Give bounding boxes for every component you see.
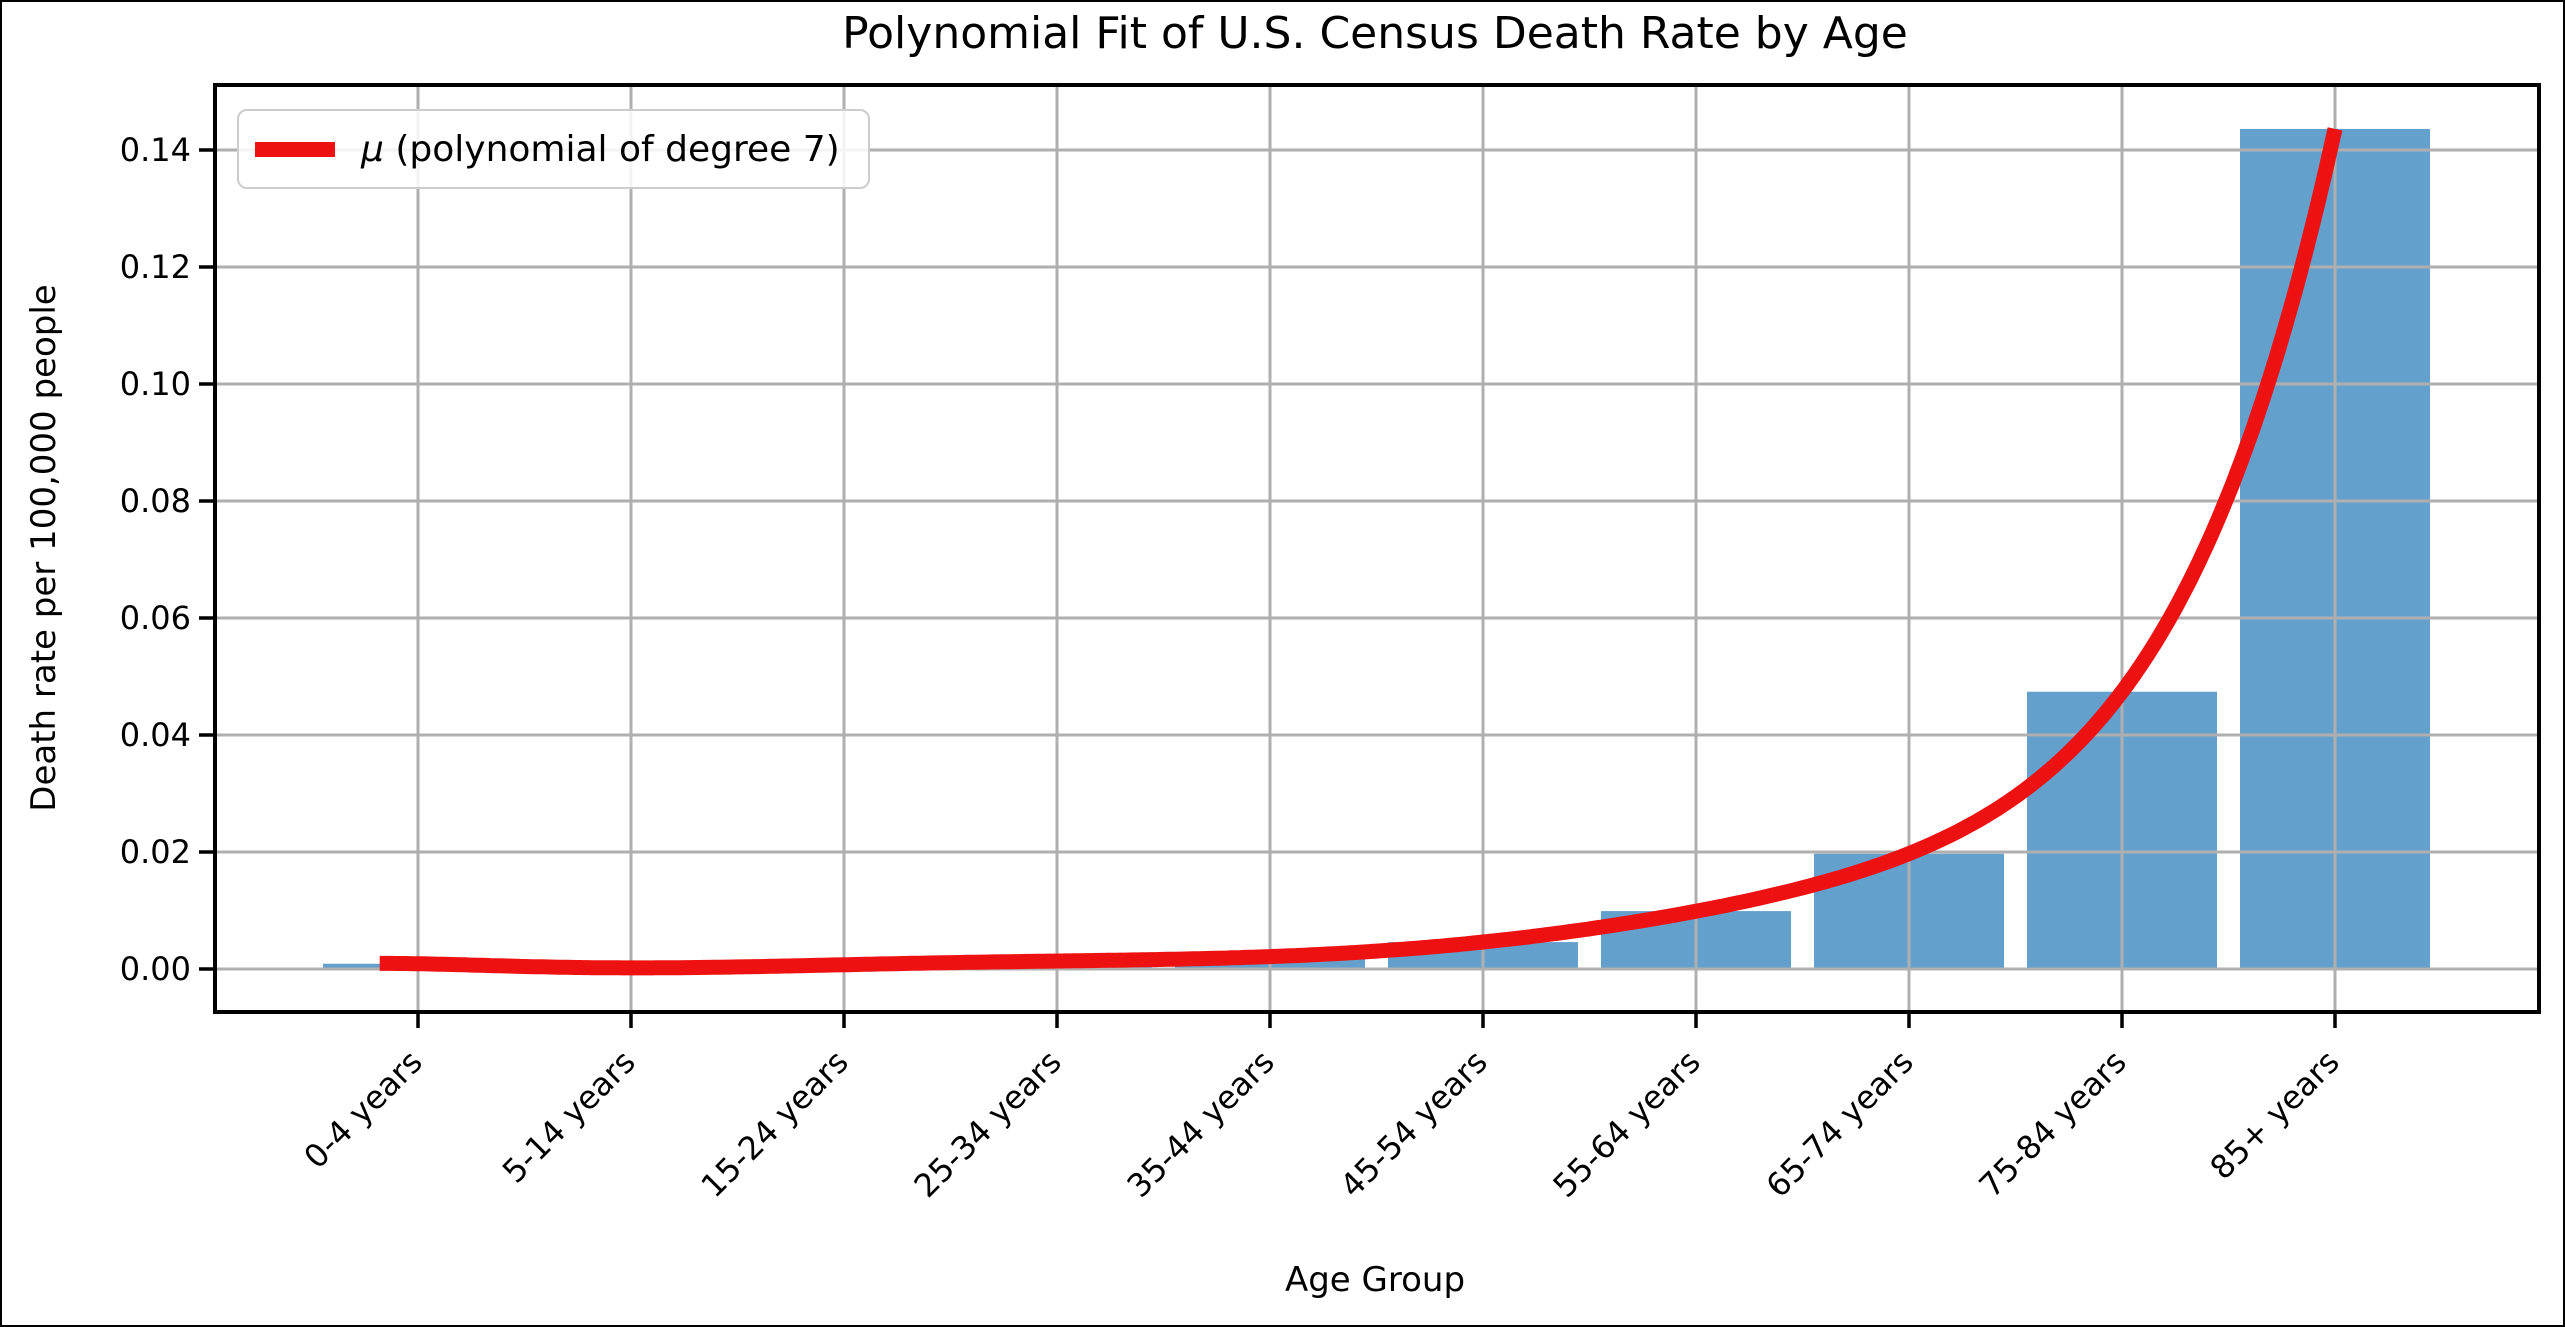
y-tick-label: 0.04	[120, 716, 191, 754]
y-tick-label: 0.02	[120, 833, 191, 871]
x-tick-label: 25-34 years	[907, 1043, 1069, 1205]
x-tick-label: 65-74 years	[1759, 1043, 1921, 1205]
x-tick-label: 5-14 years	[495, 1043, 643, 1191]
fit-line	[376, 127, 2343, 976]
legend-line-sample	[255, 141, 335, 157]
chart-title: Polynomial Fit of U.S. Census Death Rate…	[842, 8, 1908, 59]
ticks	[199, 148, 2337, 1028]
y-tick-label: 0.14	[120, 131, 191, 169]
legend: μ (polynomial of degree 7)	[237, 109, 870, 189]
x-tick-label: 75-84 years	[1972, 1043, 2134, 1205]
y-tick-label: 0.06	[120, 599, 191, 637]
x-tick-label: 35-44 years	[1120, 1043, 1282, 1205]
y-tick-label: 0.12	[120, 248, 191, 286]
x-tick-label: 55-64 years	[1546, 1043, 1708, 1205]
y-axis-label: Death rate per 100,000 people	[24, 284, 64, 812]
legend-label-rest: (polynomial of degree 7)	[383, 128, 840, 170]
x-tick-label: 15-24 years	[694, 1043, 856, 1205]
plot-border	[213, 83, 2541, 1014]
legend-label: μ (polynomial of degree 7)	[361, 129, 840, 170]
x-tick-label: 85+ years	[2203, 1043, 2347, 1187]
y-tick-label: 0.00	[120, 950, 191, 988]
x-tick-label: 45-54 years	[1333, 1043, 1495, 1205]
mu-symbol: μ	[361, 128, 384, 170]
y-tick-label: 0.10	[120, 365, 191, 403]
x-tick-label: 0-4 years	[296, 1043, 429, 1176]
bars	[323, 128, 2430, 969]
x-axis-label: Age Group	[1284, 1260, 1466, 1300]
tick-labels: 0.00 0.02 0.04 0.06 0.08 0.10 0.12 0.14 0-4 year…	[120, 131, 2347, 1205]
y-tick-label: 0.08	[120, 482, 191, 520]
